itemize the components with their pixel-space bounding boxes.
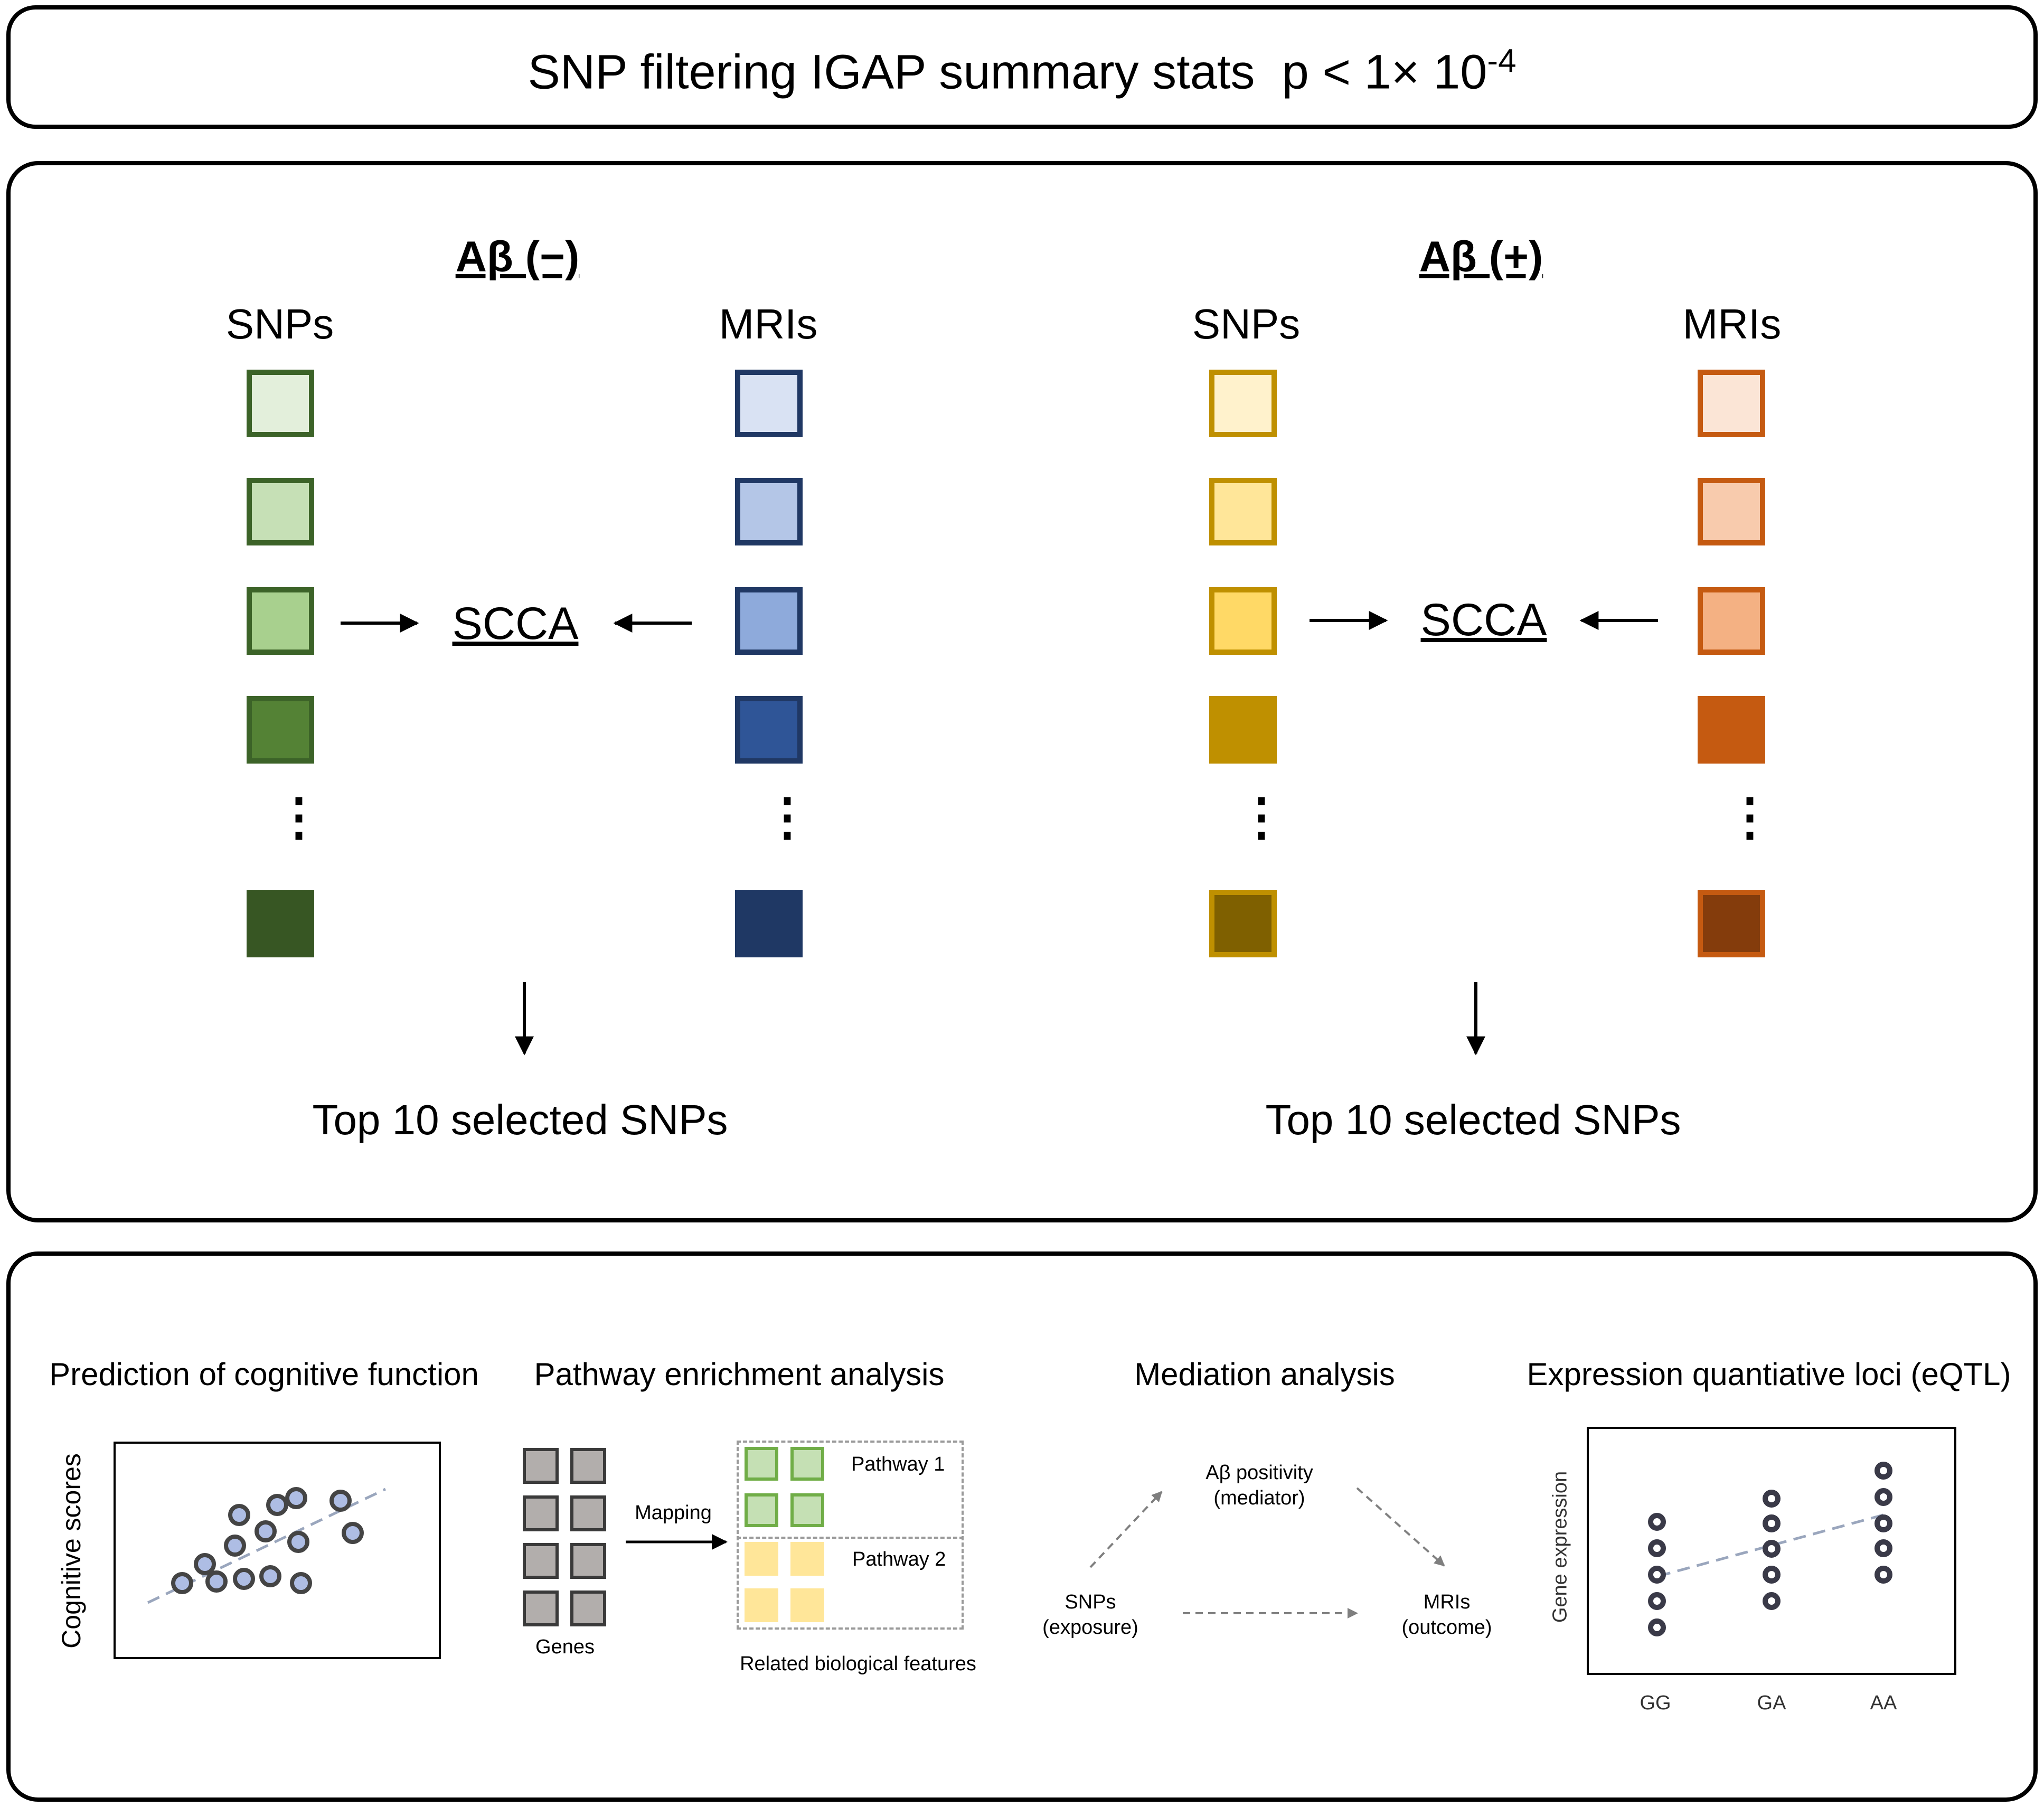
- eqtl-xlabel-aa: AA: [1870, 1692, 1897, 1714]
- mri-square: [1698, 587, 1765, 655]
- title-main: SNP filtering IGAP summary stats: [528, 45, 1255, 99]
- eqtl-xlabel-ga: GA: [1757, 1692, 1786, 1714]
- gene-square: [523, 1543, 559, 1579]
- snp-square: [1209, 478, 1277, 545]
- mediator-node: Aβ positivity (mediator): [1154, 1460, 1365, 1511]
- group-header: Aβ (−): [455, 233, 580, 281]
- mri-square: [1698, 890, 1765, 957]
- top-panel-title: SNP filtering IGAP summary stats p < 1× …: [11, 42, 2033, 100]
- gene-square: [570, 1590, 606, 1626]
- scca-method-label: SCCA: [1420, 595, 1547, 645]
- pathway1-square: [790, 1493, 824, 1527]
- prediction-title: Prediction of cognitive function: [49, 1357, 479, 1392]
- snps-column-label: SNPs: [225, 300, 334, 347]
- related-features-label: Related biological features: [740, 1653, 976, 1675]
- snp-square: [247, 587, 314, 655]
- outcome-label: MRIs: [1423, 1591, 1471, 1613]
- pathway2-square: [745, 1588, 778, 1622]
- snp-square: [247, 478, 314, 545]
- exposure-node: SNPs (exposure): [985, 1589, 1196, 1640]
- pathway-title: Pathway enrichment analysis: [534, 1357, 945, 1392]
- scca-method-label: SCCA: [452, 598, 579, 649]
- eqtl-plot-frame: [1587, 1427, 1956, 1675]
- mri-square: [1698, 478, 1765, 545]
- snp-square: [247, 370, 314, 437]
- pathway1-label: Pathway 1: [851, 1453, 945, 1475]
- ellipsis-vertical: ⋮: [1725, 789, 1775, 845]
- snps-column-label: SNPs: [1192, 300, 1301, 347]
- snp-square: [1209, 587, 1277, 655]
- mapping-label: Mapping: [635, 1502, 712, 1524]
- mris-column-label: MRIs: [1682, 300, 1782, 347]
- mri-square: [735, 587, 803, 655]
- snp-square: [1209, 370, 1277, 437]
- snp-square: [1209, 696, 1277, 764]
- gene-square: [570, 1495, 606, 1531]
- pathway-divider: [737, 1537, 964, 1539]
- prediction-plot-frame: [114, 1442, 441, 1659]
- result-label: Top 10 selected SNPs: [1265, 1096, 1681, 1143]
- pathway1-square: [790, 1447, 824, 1481]
- gene-square: [523, 1590, 559, 1626]
- pathway1-square: [745, 1447, 778, 1481]
- exposure-sublabel: (exposure): [1042, 1616, 1138, 1639]
- eqtl-ylabel: Gene expression: [1549, 1471, 1571, 1623]
- mediation-title: Mediation analysis: [1134, 1357, 1395, 1392]
- snp-square: [247, 890, 314, 957]
- genes-label: Genes: [535, 1636, 595, 1658]
- outcome-sublabel: (outcome): [1401, 1616, 1492, 1639]
- mris-column-label: MRIs: [719, 300, 818, 347]
- result-label: Top 10 selected SNPs: [312, 1096, 728, 1143]
- eqtl-xlabel-gg: GG: [1640, 1692, 1671, 1714]
- mri-square: [1698, 696, 1765, 764]
- mediator-sublabel: (mediator): [1213, 1487, 1305, 1509]
- mri-square: [735, 696, 803, 764]
- ellipsis-vertical: ⋮: [274, 789, 324, 845]
- mediator-label: Aβ positivity: [1205, 1462, 1313, 1484]
- middle-panel: [6, 161, 2038, 1222]
- top-panel: SNP filtering IGAP summary stats p < 1× …: [6, 5, 2038, 129]
- exposure-label: SNPs: [1065, 1591, 1116, 1613]
- eqtl-title: Expression quantiative loci (eQTL): [1527, 1357, 2011, 1392]
- snp-square: [1209, 890, 1277, 957]
- mri-square: [735, 890, 803, 957]
- mri-square: [1698, 370, 1765, 437]
- pathway2-square: [790, 1588, 824, 1622]
- prediction-ylabel: Cognitive scores: [56, 1453, 86, 1649]
- ellipsis-vertical: ⋮: [1236, 789, 1287, 845]
- gene-square: [570, 1543, 606, 1579]
- title-exponent: -4: [1487, 43, 1516, 79]
- gene-square: [570, 1448, 606, 1484]
- outcome-node: MRIs (outcome): [1341, 1589, 1552, 1640]
- pathway2-square: [790, 1542, 824, 1576]
- gene-square: [523, 1448, 559, 1484]
- snp-square: [247, 696, 314, 764]
- ellipsis-vertical: ⋮: [762, 789, 813, 845]
- pathway2-square: [745, 1542, 778, 1576]
- mri-square: [735, 478, 803, 545]
- pathway-box: [737, 1441, 964, 1630]
- title-p-threshold: p < 1× 10: [1282, 45, 1487, 99]
- mri-square: [735, 370, 803, 437]
- group-header: Aβ (+): [1419, 233, 1543, 281]
- gene-square: [523, 1495, 559, 1531]
- pathway2-label: Pathway 2: [852, 1548, 946, 1570]
- pathway1-square: [745, 1493, 778, 1527]
